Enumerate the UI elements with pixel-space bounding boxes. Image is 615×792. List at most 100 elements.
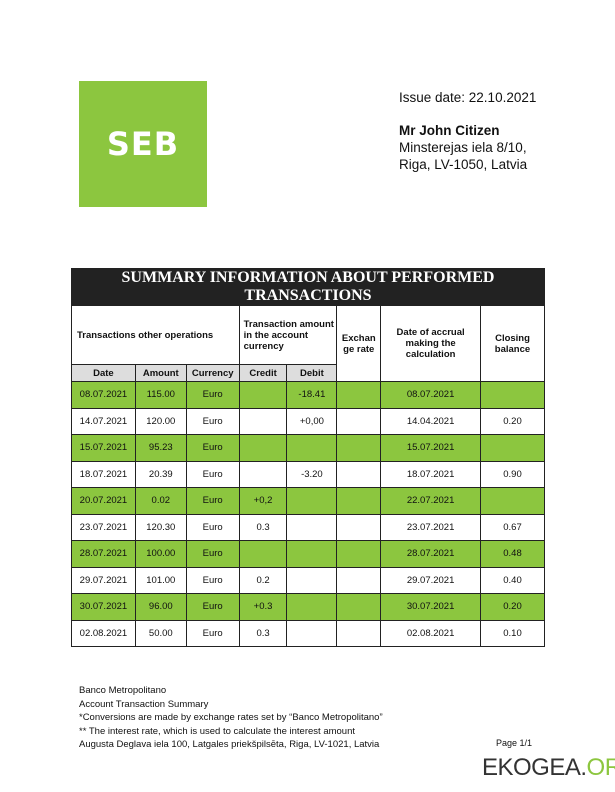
table-row: 02.08.2021 50.00 Euro 0.3 02.08.2021 0.10: [71, 619, 545, 647]
cell-closing-balance: 0.67: [480, 513, 545, 541]
cell-debit: [286, 434, 338, 462]
table-row: 08.07.2021 115.00 Euro -18.41 08.07.2021: [71, 381, 545, 409]
cell-amount: 115.00: [134, 381, 187, 409]
cell-currency: Euro: [185, 566, 240, 594]
cell-currency: Euro: [185, 487, 240, 515]
header-closing-balance: Closing balance: [480, 305, 545, 382]
address-line-1: Minsterejas iela 8/10,: [399, 140, 527, 155]
footer-note-conversions: *Conversions are made by exchange rates …: [79, 712, 383, 723]
page-number: Page 1/1: [496, 738, 533, 748]
cell-debit: [286, 513, 338, 541]
cell-exchange-rate: [336, 487, 382, 515]
cell-accrual-date: 22.07.2021: [380, 487, 481, 515]
table-row: 20.07.2021 0.02 Euro +0,2 22.07.2021: [71, 487, 545, 515]
cell-date: 14.07.2021: [71, 407, 136, 435]
cell-exchange-rate: [336, 407, 382, 435]
cell-closing-balance: 0.90: [480, 460, 545, 488]
cell-date: 23.07.2021: [71, 513, 136, 541]
cell-debit: [286, 540, 338, 568]
subheader-amount: Amount: [134, 364, 187, 382]
cell-accrual-date: 02.08.2021: [380, 619, 481, 647]
footer-bank: Banco Metropolitano: [79, 685, 167, 696]
footer-note-interest: ** The interest rate, which is used to c…: [79, 725, 356, 737]
cell-date: 20.07.2021: [71, 487, 136, 515]
cell-exchange-rate: [336, 540, 382, 568]
issue-date: Issue date: 22.10.2021: [399, 90, 537, 105]
cell-closing-balance: [480, 381, 545, 409]
header-date-accrual: Date of accrual making the calculation: [380, 305, 481, 382]
cell-currency: Euro: [185, 407, 240, 435]
table-row: 29.07.2021 101.00 Euro 0.2 29.07.2021 0.40: [71, 566, 545, 594]
cell-amount: 100.00: [134, 540, 187, 568]
cell-amount: 0.02: [134, 487, 187, 515]
cell-credit: +0.3: [238, 593, 288, 621]
subheader-date: Date: [71, 364, 136, 382]
cell-credit: [238, 540, 288, 568]
cell-exchange-rate: [336, 434, 382, 462]
cell-accrual-date: 08.07.2021: [380, 381, 481, 409]
cell-exchange-rate: [336, 593, 382, 621]
cell-accrual-date: 29.07.2021: [380, 566, 481, 594]
cell-closing-balance: [480, 487, 545, 515]
footer-summary: Account Transaction Summary: [79, 698, 209, 710]
cell-exchange-rate: [336, 513, 382, 541]
seb-logo: SEB: [79, 81, 207, 207]
cell-closing-balance: 0.20: [480, 593, 545, 621]
cell-accrual-date: 18.07.2021: [380, 460, 481, 488]
cell-date: 30.07.2021: [71, 593, 136, 621]
table-row: 30.07.2021 96.00 Euro +0.3 30.07.2021 0.20: [71, 593, 545, 621]
cell-accrual-date: 14.04.2021: [380, 407, 481, 435]
cell-currency: Euro: [185, 619, 240, 647]
table-row: 28.07.2021 100.00 Euro 28.07.2021 0.48: [71, 540, 545, 568]
cell-accrual-date: 23.07.2021: [380, 513, 481, 541]
cell-amount: 95.23: [134, 434, 187, 462]
cell-amount: 120.00: [134, 407, 187, 435]
cell-amount: 120.30: [134, 513, 187, 541]
cell-credit: 0.3: [238, 513, 288, 541]
cell-exchange-rate: [336, 619, 382, 647]
cell-credit: [238, 407, 288, 435]
cell-date: 18.07.2021: [71, 460, 136, 488]
cell-currency: Euro: [185, 381, 240, 409]
cell-accrual-date: 15.07.2021: [380, 434, 481, 462]
cell-currency: Euro: [185, 593, 240, 621]
cell-exchange-rate: [336, 460, 382, 488]
cell-amount: 50.00: [134, 619, 187, 647]
header-transaction-amount: Transaction amount in the account curren…: [238, 305, 338, 365]
subheader-debit: Debit: [286, 364, 338, 382]
watermark: EKOGEA.ORG: [482, 754, 615, 781]
subheader-currency: Currency: [185, 364, 240, 382]
cell-closing-balance: 0.48: [480, 540, 545, 568]
cell-currency: Euro: [185, 460, 240, 488]
cell-exchange-rate: [336, 566, 382, 594]
footer-address: Augusta Deglava iela 100, Latgales priek…: [79, 739, 380, 750]
table-row: 23.07.2021 120.30 Euro 0.3 23.07.2021 0.67: [71, 513, 545, 541]
cell-debit: [286, 487, 338, 515]
cell-debit: [286, 619, 338, 647]
cell-closing-balance: 0.10: [480, 619, 545, 647]
cell-closing-balance: 0.40: [480, 566, 545, 594]
table-title: SUMMARY INFORMATION ABOUT PERFORMED TRAN…: [71, 268, 545, 306]
cell-credit: [238, 434, 288, 462]
cell-exchange-rate: [336, 381, 382, 409]
header-exchange-rate: Exchan ge rate: [336, 305, 382, 382]
address-line-2: Riga, LV-1050, Latvia: [399, 157, 528, 172]
cell-amount: 20.39: [134, 460, 187, 488]
cell-credit: [238, 460, 288, 488]
footer: Banco Metropolitano Account Transaction …: [79, 684, 383, 752]
cell-currency: Euro: [185, 513, 240, 541]
subheader-credit: Credit: [238, 364, 288, 382]
cell-date: 29.07.2021: [71, 566, 136, 594]
cell-date: 28.07.2021: [71, 540, 136, 568]
table-row: 18.07.2021 20.39 Euro -3.20 18.07.2021 0.90: [71, 460, 545, 488]
cell-closing-balance: 0.20: [480, 407, 545, 435]
cell-debit: [286, 593, 338, 621]
table-row: 14.07.2021 120.00 Euro +0,00 14.04.2021 0.20: [71, 407, 545, 435]
cell-debit: -3.20: [286, 460, 338, 488]
table-row: 15.07.2021 95.23 Euro 15.07.2021: [71, 434, 545, 462]
cell-debit: +0,00: [286, 407, 338, 435]
cell-credit: +0,2: [238, 487, 288, 515]
cell-date: 15.07.2021: [71, 434, 136, 462]
customer-name: Mr John Citizen: [399, 123, 500, 138]
